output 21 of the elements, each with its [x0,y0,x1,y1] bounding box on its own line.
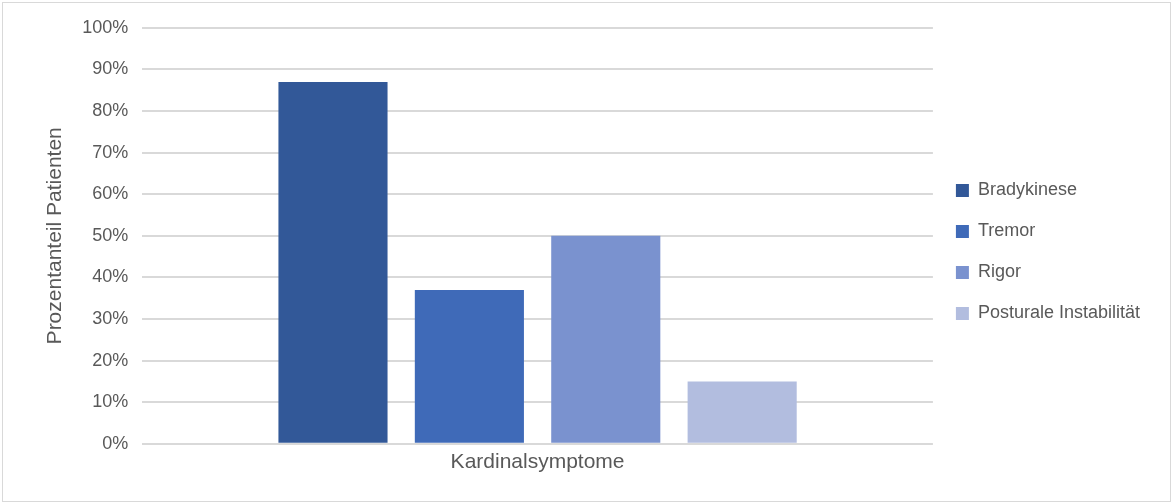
bar [414,289,524,443]
y-tick-label: 100% [82,16,129,37]
legend-label: Posturale Instabilität [977,302,1141,323]
y-tick-label: 50% [92,224,129,245]
y-tick-label: 80% [92,99,129,120]
bar [278,81,388,443]
y-tick-label: 70% [92,141,129,162]
legend-label: Bradykinese [977,179,1077,200]
x-tick-label: Kardinalsymptome [450,449,625,473]
y-tick-label: 10% [92,391,129,412]
bar [551,235,661,443]
y-tick-label: 30% [92,307,129,328]
y-tick-label: 20% [92,349,129,370]
y-tick-label: 0% [102,432,129,453]
legend-label: Tremor [977,220,1036,241]
y-tick-label: 60% [92,183,129,204]
y-tick-label: 90% [92,58,129,79]
bar [687,381,797,443]
y-axis-title: Prozentanteil Patienten [42,127,66,345]
y-tick-label: 40% [92,266,129,287]
legend-label: Rigor [977,261,1021,282]
